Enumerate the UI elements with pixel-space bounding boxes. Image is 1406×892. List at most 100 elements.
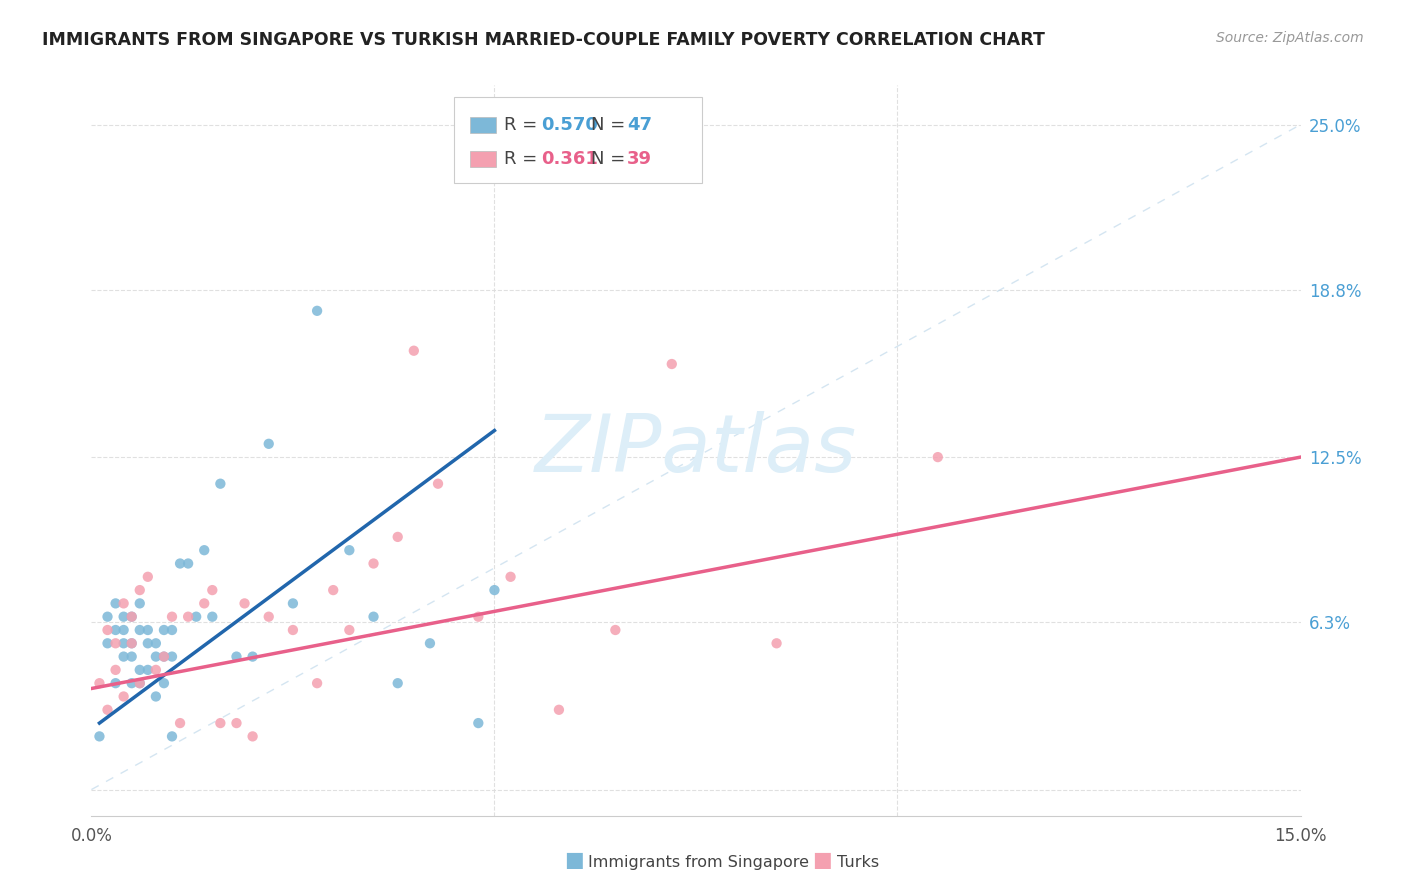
Point [160, 609, 183, 624]
Point [186, 609, 208, 624]
Text: Source: ZipAtlas.com: Source: ZipAtlas.com [1216, 31, 1364, 45]
Point [209, 476, 232, 491]
Point [136, 636, 159, 650]
Point [153, 676, 176, 690]
Point [96, 703, 118, 717]
Point [160, 649, 183, 664]
Point [307, 676, 329, 690]
Point [257, 437, 280, 451]
Point [153, 649, 176, 664]
Point [177, 609, 200, 624]
Point [242, 649, 264, 664]
Point [225, 716, 247, 731]
Point [927, 450, 949, 464]
Point [112, 636, 135, 650]
Point [193, 543, 215, 558]
Text: R =: R = [503, 116, 543, 134]
Point [104, 623, 127, 637]
Point [145, 690, 167, 704]
Point [128, 583, 150, 598]
Point [112, 623, 135, 637]
Point [104, 676, 127, 690]
Text: ZIPatlas: ZIPatlas [534, 411, 858, 490]
Point [136, 623, 159, 637]
Point [307, 303, 329, 318]
Point [661, 357, 683, 371]
Point [242, 730, 264, 744]
Point [112, 649, 135, 664]
Point [322, 583, 344, 598]
Point [112, 596, 135, 610]
Bar [470, 117, 496, 133]
Text: Turks: Turks [837, 855, 879, 870]
Point [201, 583, 224, 598]
Point [153, 623, 176, 637]
Point [136, 663, 159, 677]
Point [160, 730, 183, 744]
Point [225, 649, 247, 664]
Point [419, 636, 441, 650]
Point [257, 609, 280, 624]
Point [128, 676, 150, 690]
Text: N =: N = [591, 116, 631, 134]
Point [605, 623, 627, 637]
Point [121, 609, 143, 624]
Point [136, 570, 159, 584]
Point [233, 596, 256, 610]
Point [145, 636, 167, 650]
Point [209, 716, 232, 731]
Point [467, 609, 489, 624]
Point [193, 596, 215, 610]
Point [104, 636, 127, 650]
Point [281, 596, 304, 610]
Text: Immigrants from Singapore: Immigrants from Singapore [588, 855, 808, 870]
Point [499, 570, 522, 584]
Point [201, 609, 224, 624]
Point [765, 636, 787, 650]
Point [112, 609, 135, 624]
Point [89, 676, 111, 690]
Point [427, 476, 450, 491]
Point [128, 623, 150, 637]
Point [402, 343, 425, 358]
Point [484, 583, 506, 598]
Point [281, 623, 304, 637]
Point [128, 596, 150, 610]
Text: ■: ■ [564, 850, 583, 870]
Point [96, 623, 118, 637]
Point [121, 649, 143, 664]
Point [337, 543, 360, 558]
Point [169, 557, 191, 571]
Text: 0.361: 0.361 [541, 150, 598, 168]
Point [363, 557, 385, 571]
Point [121, 636, 143, 650]
Point [169, 716, 191, 731]
Point [145, 649, 167, 664]
Point [128, 663, 150, 677]
Point [89, 730, 111, 744]
Text: ■: ■ [813, 850, 832, 870]
Text: 39: 39 [627, 150, 652, 168]
Text: N =: N = [591, 150, 631, 168]
FancyBboxPatch shape [454, 97, 702, 184]
Point [548, 703, 571, 717]
Point [160, 623, 183, 637]
Bar [470, 151, 496, 167]
Text: R =: R = [503, 150, 543, 168]
Point [121, 609, 143, 624]
Point [96, 636, 118, 650]
Point [104, 596, 127, 610]
Point [121, 636, 143, 650]
Text: IMMIGRANTS FROM SINGAPORE VS TURKISH MARRIED-COUPLE FAMILY POVERTY CORRELATION C: IMMIGRANTS FROM SINGAPORE VS TURKISH MAR… [42, 31, 1045, 49]
Point [104, 663, 127, 677]
Point [337, 623, 360, 637]
Point [96, 609, 118, 624]
Point [387, 530, 409, 544]
Point [121, 676, 143, 690]
Point [145, 663, 167, 677]
Point [467, 716, 489, 731]
Point [177, 557, 200, 571]
Text: 0.570: 0.570 [541, 116, 598, 134]
Text: 47: 47 [627, 116, 652, 134]
Point [387, 676, 409, 690]
